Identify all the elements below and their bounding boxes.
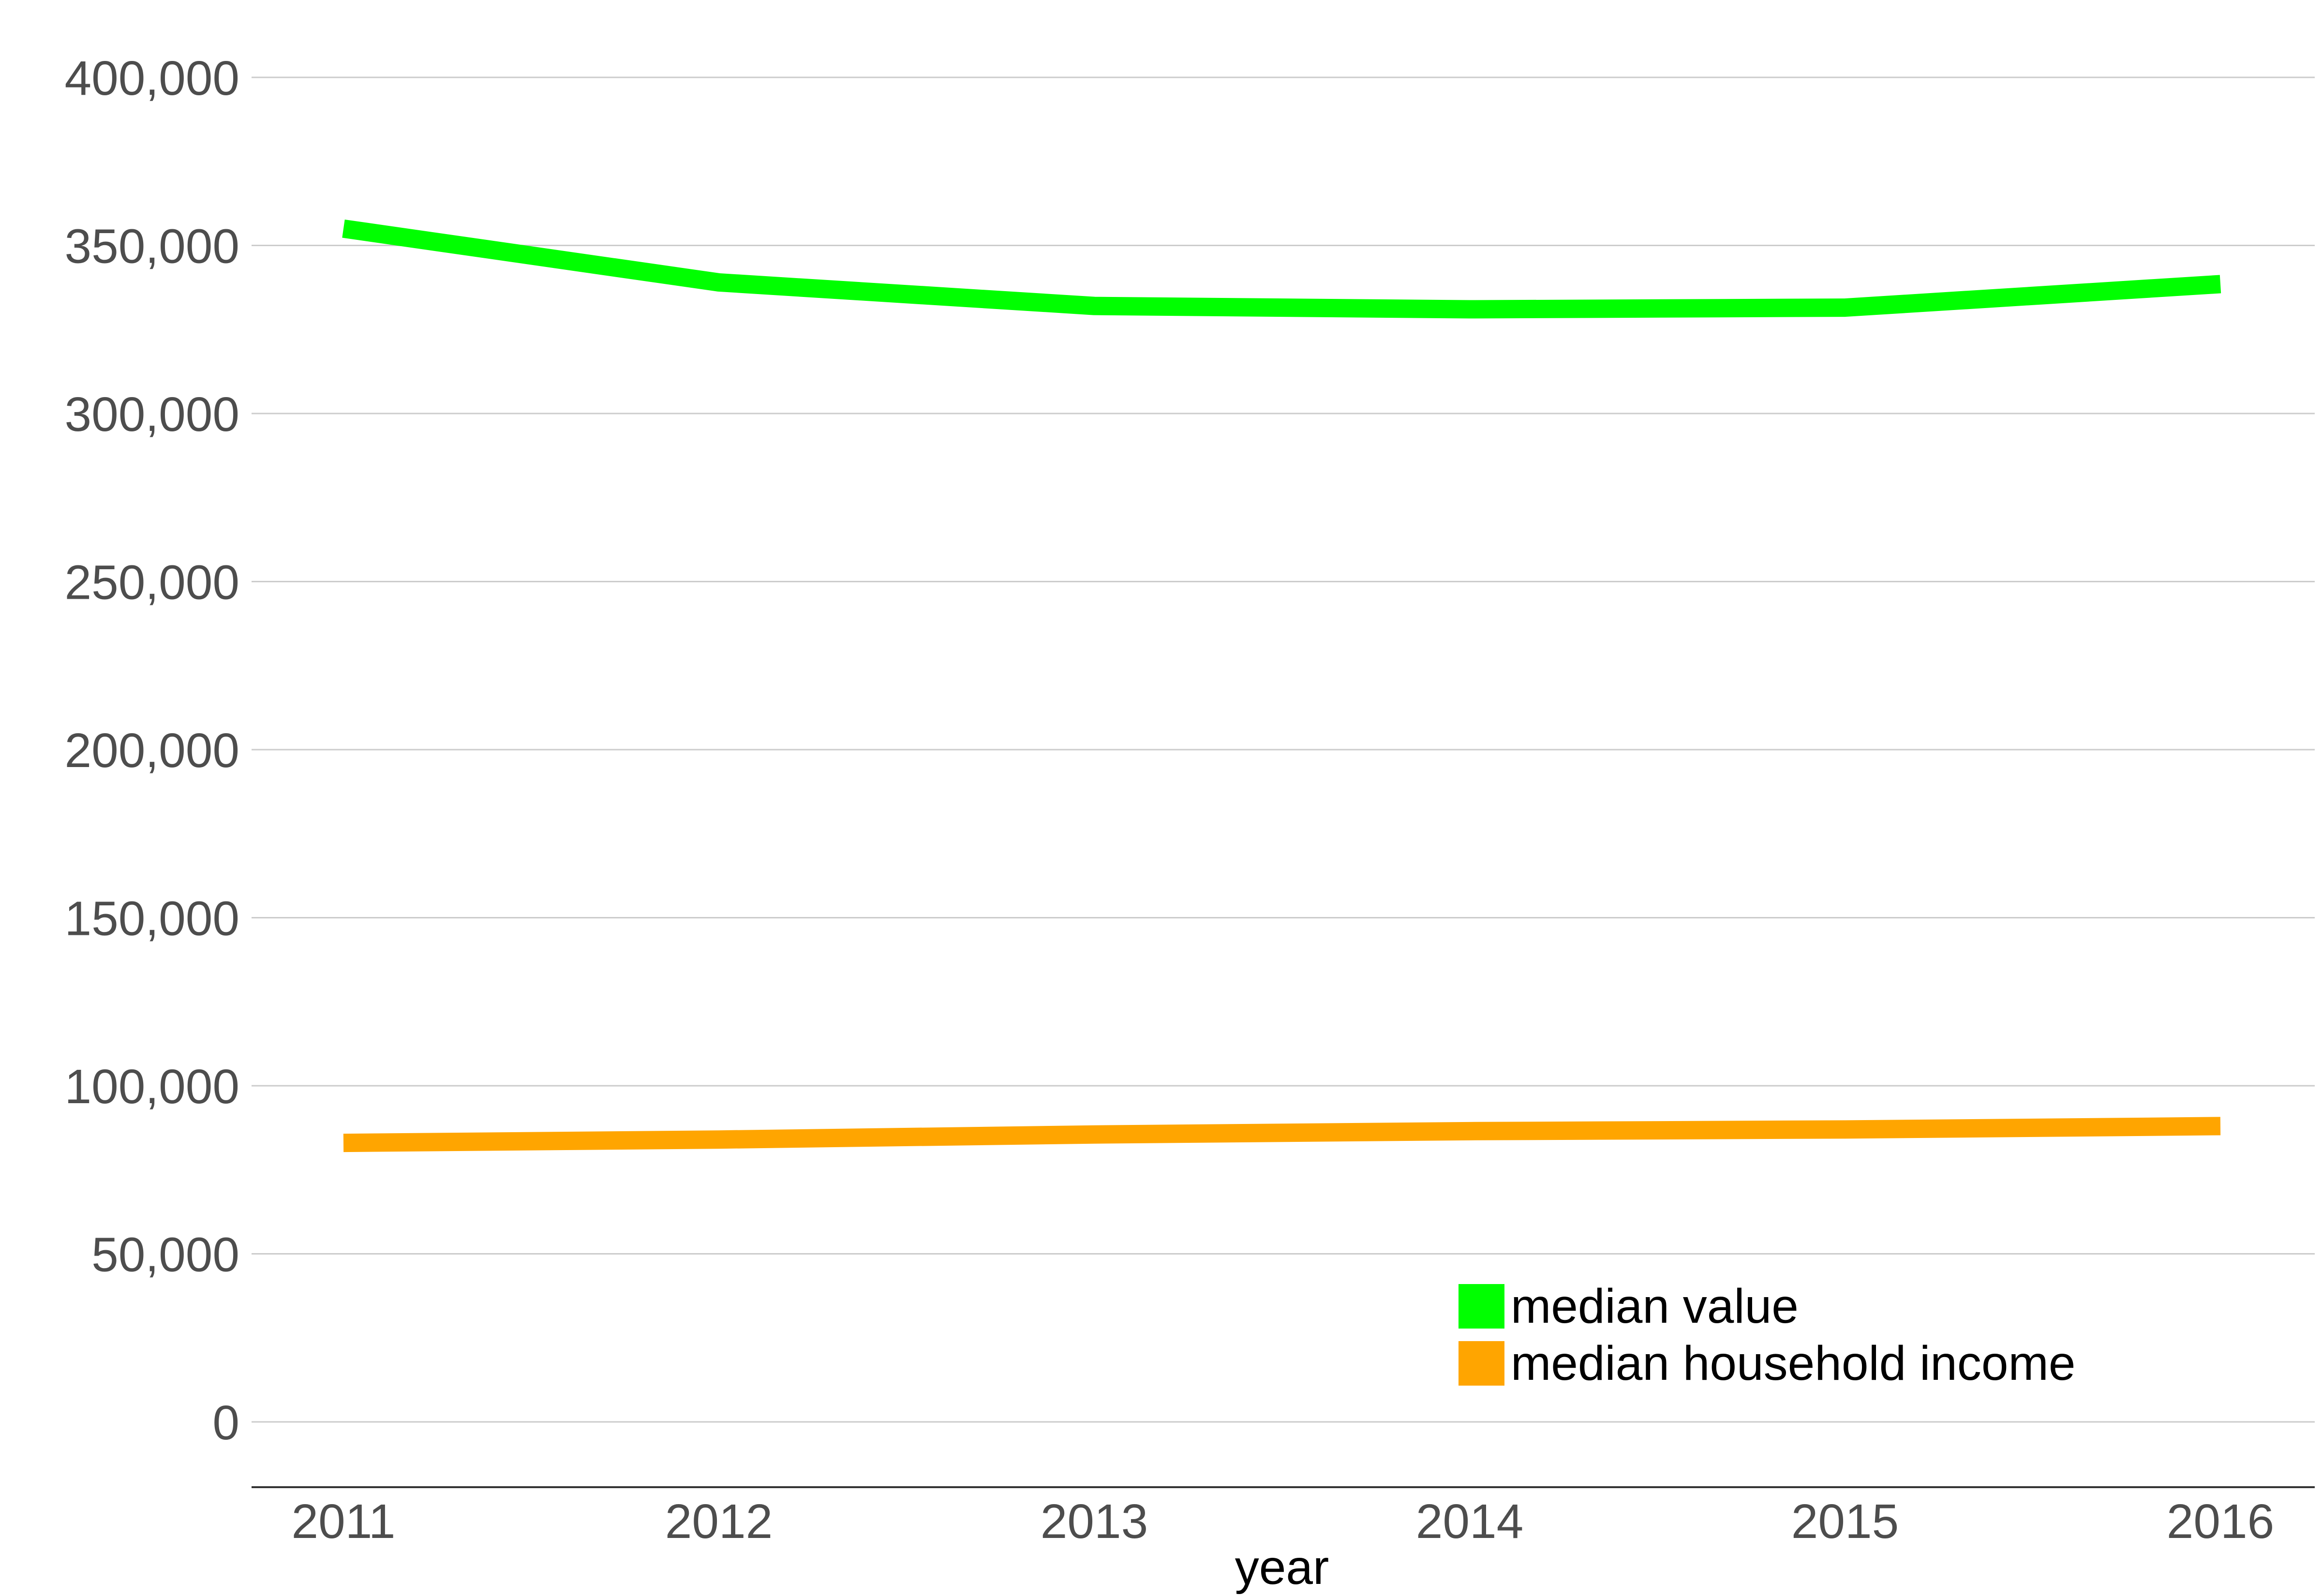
legend-swatch	[1459, 1284, 1504, 1329]
y-tick-label: 50,000	[91, 1228, 239, 1282]
x-tick-label: 2011	[291, 1494, 395, 1549]
x-tick-label: 2014	[1416, 1494, 1523, 1549]
y-tick-label: 350,000	[65, 220, 239, 274]
series-lines	[342, 219, 2221, 1153]
x-tick-label: 2013	[1041, 1494, 1148, 1549]
y-axis-tick-labels: 0 50,000 100,000 150,000 200,000 250,000 300,0…	[65, 51, 239, 1450]
x-tick-label: 2012	[665, 1494, 773, 1549]
y-tick-label: 200,000	[65, 724, 239, 778]
legend-swatch	[1459, 1341, 1504, 1386]
x-tick-label: 2015	[1791, 1494, 1899, 1549]
x-axis-tick-labels: 2011 2012 2013 2014 2015 2016	[291, 1494, 2274, 1549]
x-tick-label: 2016	[2167, 1494, 2274, 1549]
series-line-median-value	[342, 219, 2221, 319]
legend-label: median household income	[1511, 1336, 2075, 1390]
y-tick-label: 300,000	[65, 387, 239, 442]
y-tick-label: 150,000	[65, 892, 239, 946]
legend-label: median value	[1511, 1279, 1799, 1333]
x-axis-title: year	[1235, 1540, 1329, 1595]
y-tick-label: 400,000	[65, 51, 239, 105]
y-tick-label: 250,000	[65, 556, 239, 610]
grid-lines	[252, 76, 2315, 1423]
series-line-median-household-income	[343, 1117, 2221, 1153]
y-tick-label: 0	[212, 1396, 239, 1450]
y-tick-label: 100,000	[65, 1060, 239, 1114]
